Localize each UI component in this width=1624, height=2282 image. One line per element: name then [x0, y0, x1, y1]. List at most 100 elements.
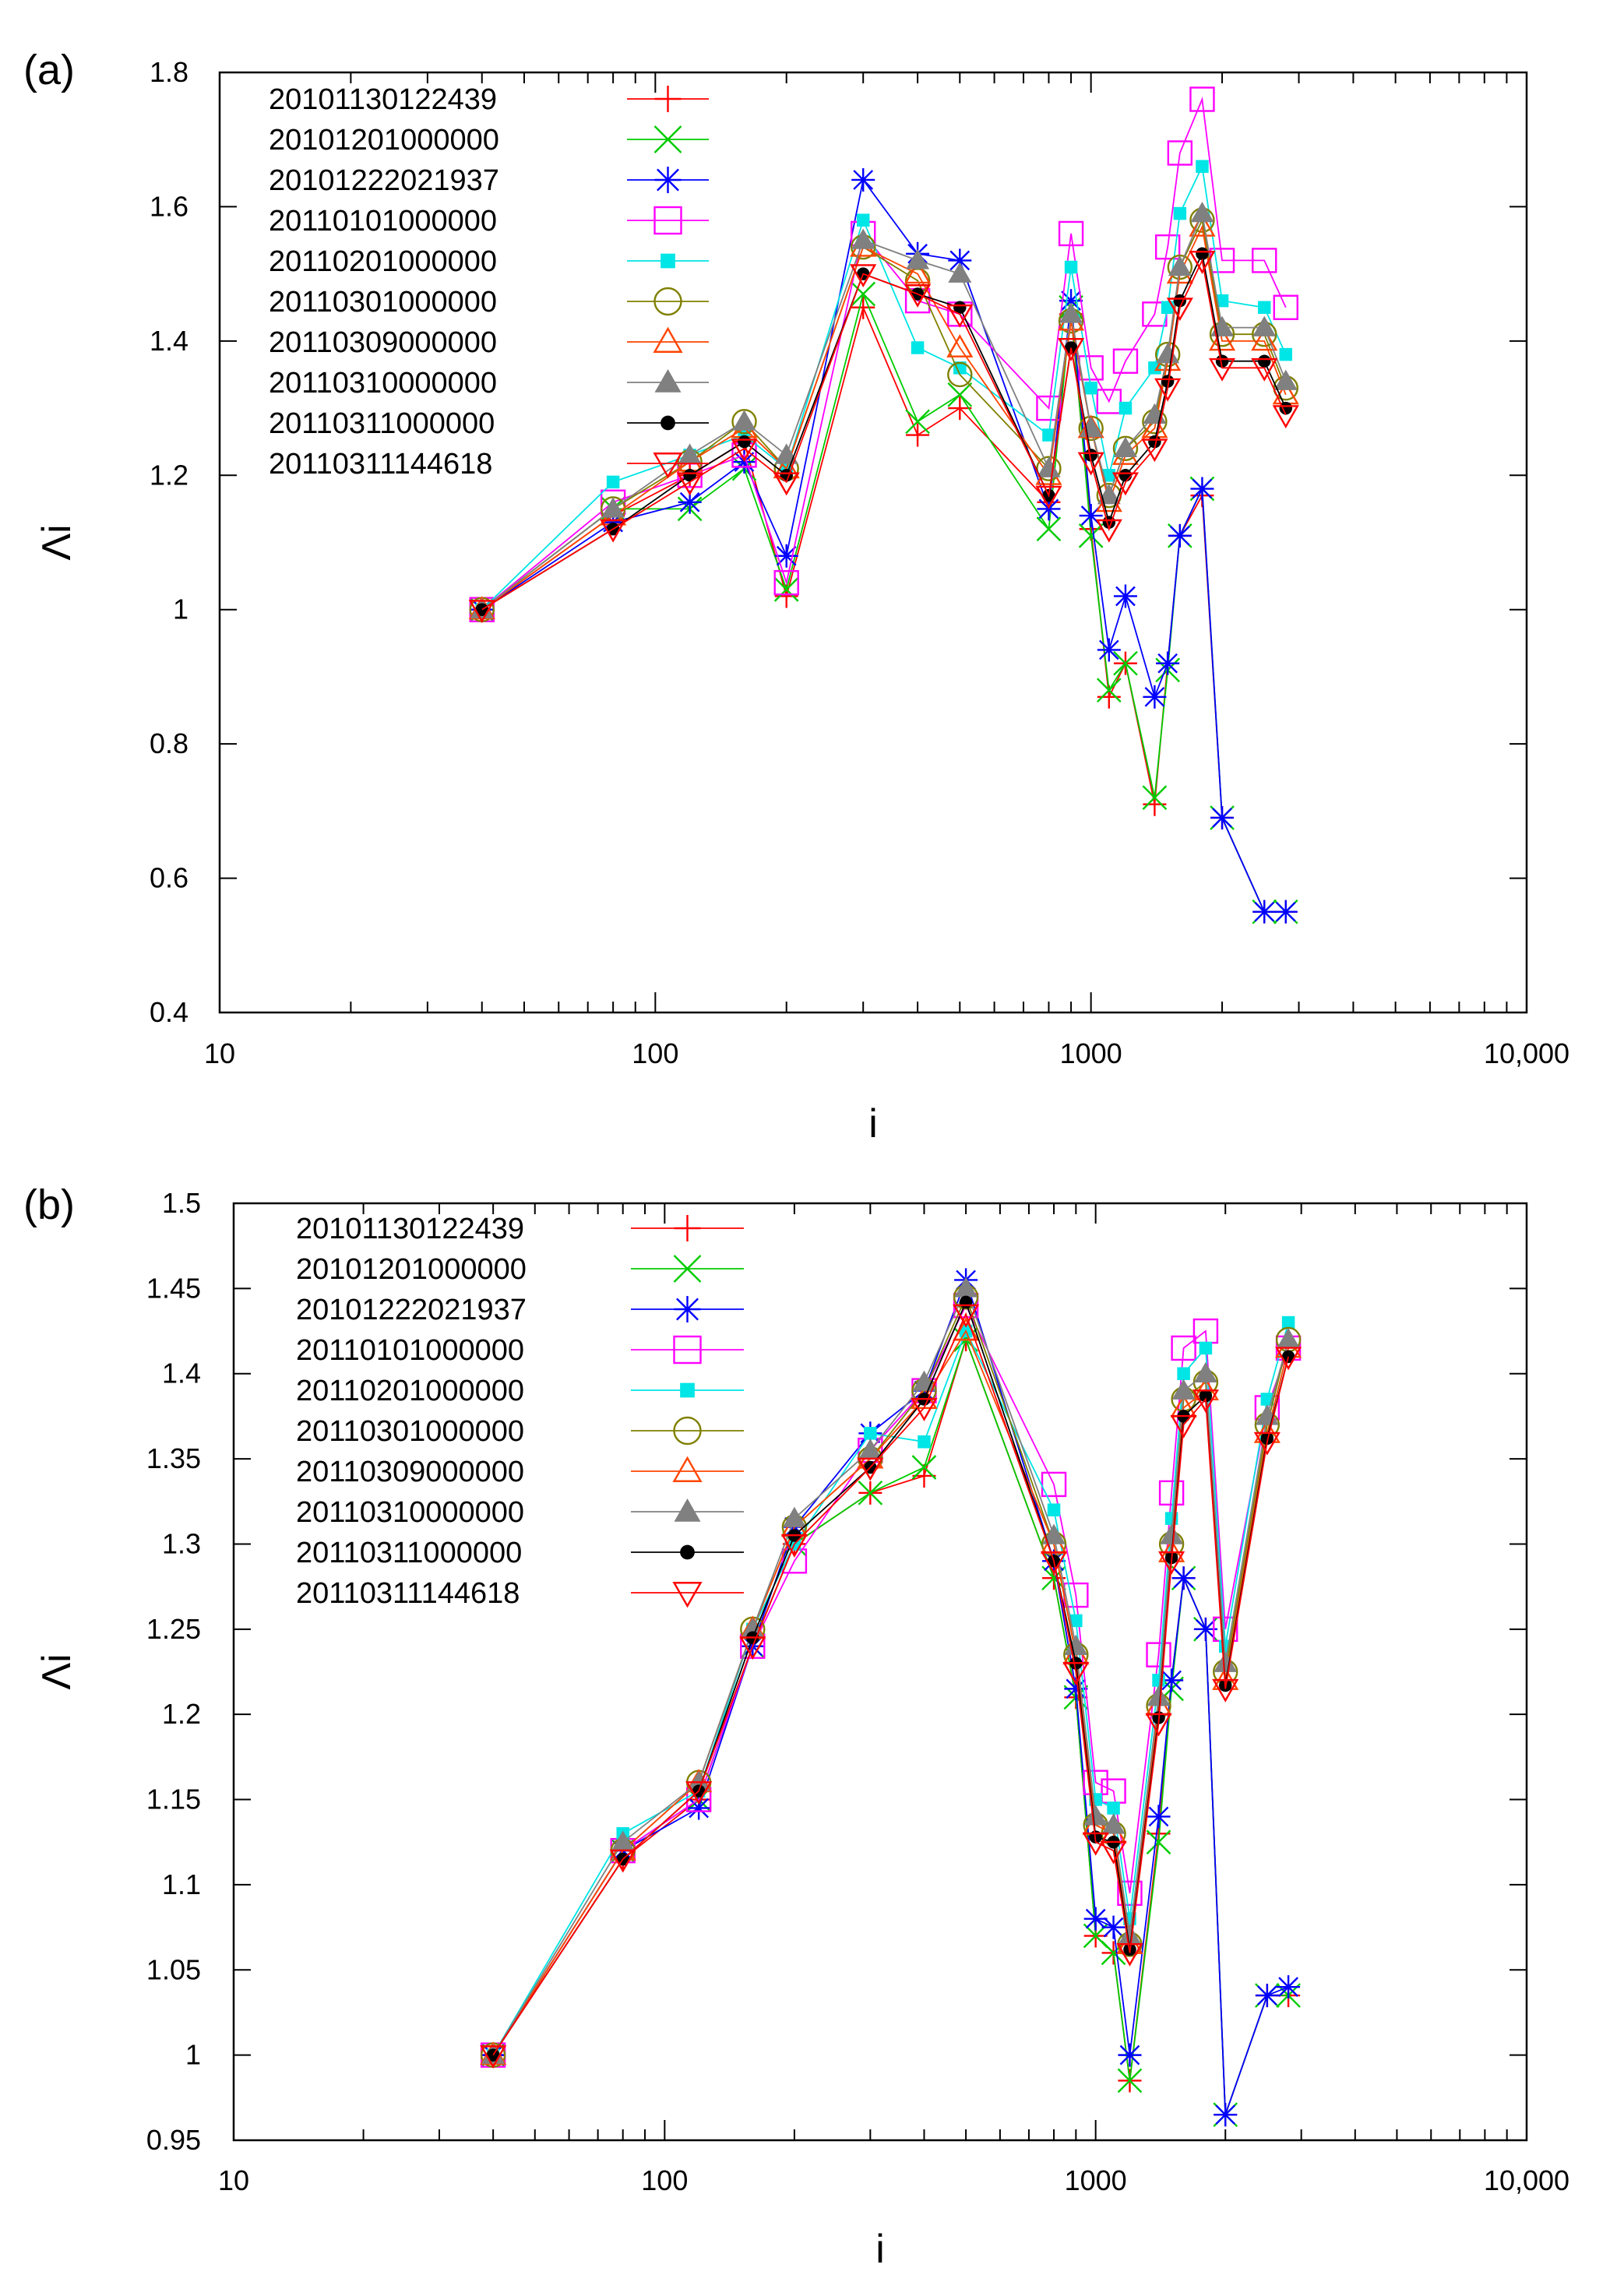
- legend-label: 20101130122439: [269, 83, 497, 116]
- data-point: [606, 475, 620, 489]
- legend-label: 20101201000000: [269, 124, 499, 157]
- y-tick-label: 0.6: [150, 862, 188, 894]
- legend-marker: [653, 206, 682, 235]
- data-point: [1097, 638, 1121, 662]
- data-point: [1167, 140, 1193, 166]
- x-tick-label: 1000: [1060, 1037, 1122, 1069]
- data-point: [685, 1781, 713, 1805]
- data-point: [1096, 389, 1122, 414]
- data-point: [1102, 469, 1116, 482]
- plot-frame: [218, 71, 1528, 1014]
- legend: 20101130122439 20101201000000 201012220219…: [296, 1213, 744, 1610]
- data-point: [1252, 248, 1277, 273]
- data-point: [1173, 206, 1187, 220]
- data-point: [739, 1636, 766, 1660]
- chart-panel-a: (a) 10 100 1000 10,000 0.4 0.6 0.8 1 1.2 1.4 1.6 1.8…: [23, 47, 1569, 1146]
- y-axis-title: Λi: [34, 1653, 79, 1689]
- legend-label: 20110201000000: [296, 1375, 524, 1407]
- legend-marker: [661, 415, 675, 431]
- data-point: [1154, 378, 1182, 402]
- data-point: [1190, 202, 1214, 223]
- data-point: [906, 423, 930, 447]
- data-point: [731, 438, 758, 463]
- data-point: [780, 1534, 808, 1558]
- y-tick-label: 0.4: [150, 996, 188, 1028]
- data-point: [1255, 1984, 1279, 2008]
- data-point: [1170, 1414, 1197, 1439]
- panel-label: (a): [23, 47, 75, 93]
- data-point: [911, 1455, 937, 1480]
- series-line: [492, 1294, 1289, 2056]
- data-point: [856, 213, 870, 227]
- data-point: [1145, 1713, 1172, 1737]
- legend-marker: [674, 1498, 701, 1522]
- y-tick-label: 1: [185, 2039, 201, 2071]
- series-line: [492, 1337, 1289, 2115]
- data-point: [858, 1480, 883, 1505]
- data-point: [1257, 354, 1271, 368]
- legend-marker: [674, 1215, 701, 1241]
- series-20110311144618: [480, 1304, 1302, 2069]
- legend-label: 20110310000000: [296, 1496, 524, 1529]
- data-point: [1257, 301, 1271, 314]
- data-point: [1064, 1677, 1088, 1701]
- data-point: [1161, 375, 1175, 388]
- y-tick-label: 1.25: [146, 1613, 201, 1645]
- data-point: [947, 361, 973, 388]
- data-point: [1279, 401, 1293, 415]
- data-point: [1171, 1335, 1196, 1361]
- panel-label: (b): [23, 1181, 75, 1228]
- data-point: [773, 472, 800, 496]
- data-point: [953, 301, 967, 314]
- data-point: [1064, 260, 1078, 274]
- data-point: [850, 264, 877, 288]
- data-point: [911, 341, 925, 354]
- data-point: [1166, 298, 1193, 322]
- data-point: [678, 490, 702, 514]
- data-point: [954, 1277, 978, 1298]
- data-point: [1113, 436, 1137, 458]
- data-point: [1113, 584, 1137, 608]
- data-point: [1042, 1523, 1066, 1544]
- data-point: [905, 409, 930, 435]
- data-point: [1189, 213, 1216, 237]
- data-point: [904, 284, 932, 308]
- data-point: [851, 167, 875, 192]
- y-tick-label: 1.4: [162, 1358, 201, 1389]
- legend-label: 20110310000000: [269, 367, 497, 400]
- y-tick-label: 1.1: [162, 1868, 201, 1900]
- series-line: [481, 210, 1287, 611]
- data-point: [687, 1796, 711, 1820]
- data-point: [773, 570, 799, 596]
- legend-label: 20110101000000: [296, 1334, 524, 1367]
- data-point: [947, 382, 973, 407]
- data-point: [946, 304, 974, 328]
- series-line: [481, 97, 1287, 611]
- data-point: [1199, 1389, 1213, 1403]
- data-point: [1152, 1674, 1165, 1687]
- y-tick-label: 1.15: [146, 1784, 201, 1815]
- data-point: [1069, 1614, 1083, 1628]
- data-point: [1148, 361, 1161, 375]
- data-point: [1036, 395, 1062, 421]
- data-point: [1146, 1642, 1171, 1667]
- data-point: [480, 2045, 507, 2069]
- data-point: [948, 248, 972, 273]
- legend-marker: [661, 253, 675, 269]
- data-point: [1141, 438, 1168, 463]
- data-point: [1210, 805, 1235, 829]
- data-point: [918, 1435, 931, 1449]
- y-tick-label: 0.8: [150, 727, 188, 759]
- data-point: [676, 472, 703, 496]
- data-point: [678, 443, 702, 464]
- data-point: [1251, 327, 1278, 351]
- legend-label: 20101130122439: [296, 1213, 524, 1245]
- data-point: [1062, 1662, 1090, 1685]
- data-point: [1084, 449, 1097, 462]
- data-point: [1196, 160, 1209, 173]
- y-axis-title: Λi: [34, 524, 79, 560]
- data-point: [1252, 315, 1277, 336]
- data-point: [1277, 1327, 1301, 1349]
- data-point: [1160, 1668, 1184, 1692]
